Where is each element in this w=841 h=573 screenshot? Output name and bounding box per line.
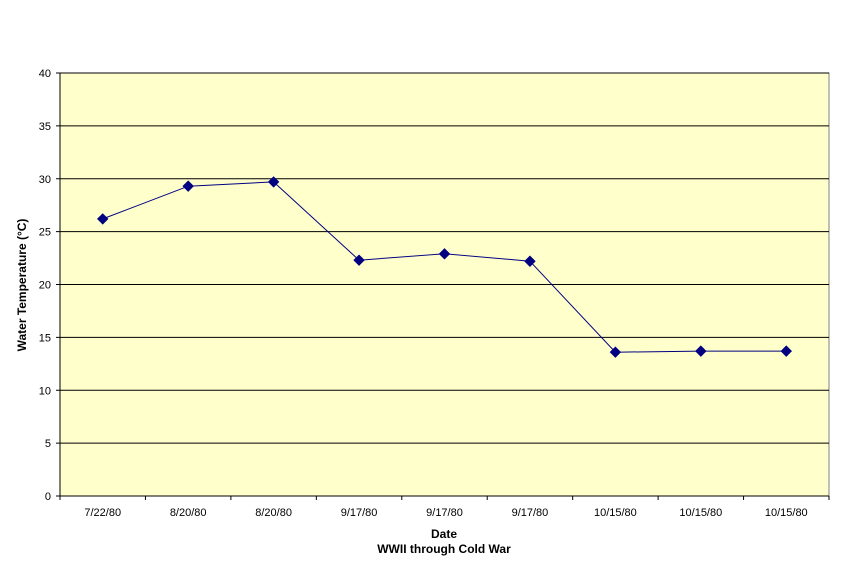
y-tick-label: 5	[45, 438, 51, 450]
y-tick-label: 10	[39, 385, 51, 397]
data-point-marker	[267, 176, 280, 188]
y-axis-ticks: 0 5 10 15 20 25 30 35 40	[39, 68, 60, 503]
x-axis-subtitle: WWII through Cold War	[377, 542, 511, 556]
y-tick-label: 30	[39, 174, 51, 186]
x-tick-label: 10/15/80	[765, 507, 808, 519]
x-axis-title: Date	[431, 527, 457, 541]
data-point-marker	[182, 180, 194, 192]
y-tick-label: 20	[39, 280, 51, 292]
data-point-marker	[438, 248, 451, 260]
series-markers	[97, 176, 792, 358]
x-tick-label: 9/17/80	[512, 507, 549, 519]
x-tick-label: 8/20/80	[255, 507, 292, 519]
data-point-marker	[97, 213, 109, 225]
data-point-marker	[609, 346, 622, 358]
y-tick-label: 35	[39, 121, 51, 133]
y-tick-label: 15	[39, 332, 51, 344]
x-tick-label: 10/15/80	[679, 507, 722, 519]
x-tick-label: 10/15/80	[594, 507, 637, 519]
data-point-marker	[780, 345, 792, 357]
y-tick-label: 40	[39, 68, 51, 80]
x-tick-label: 7/22/80	[84, 507, 121, 519]
x-tick-label: 9/17/80	[426, 507, 463, 519]
data-point-marker	[695, 345, 707, 357]
x-axis-ticks: 7/22/80 8/20/80 8/20/80 9/17/80 9/17/80 9/17/…	[59, 496, 830, 519]
x-tick-label: 9/17/80	[341, 507, 378, 519]
y-tick-label: 0	[45, 491, 51, 503]
y-tick-label: 25	[39, 227, 51, 239]
data-point-marker	[353, 254, 365, 266]
x-tick-label: 8/20/80	[170, 507, 207, 519]
y-axis-title: Water Temperature (°C)	[15, 219, 29, 352]
data-point-marker	[524, 255, 536, 267]
